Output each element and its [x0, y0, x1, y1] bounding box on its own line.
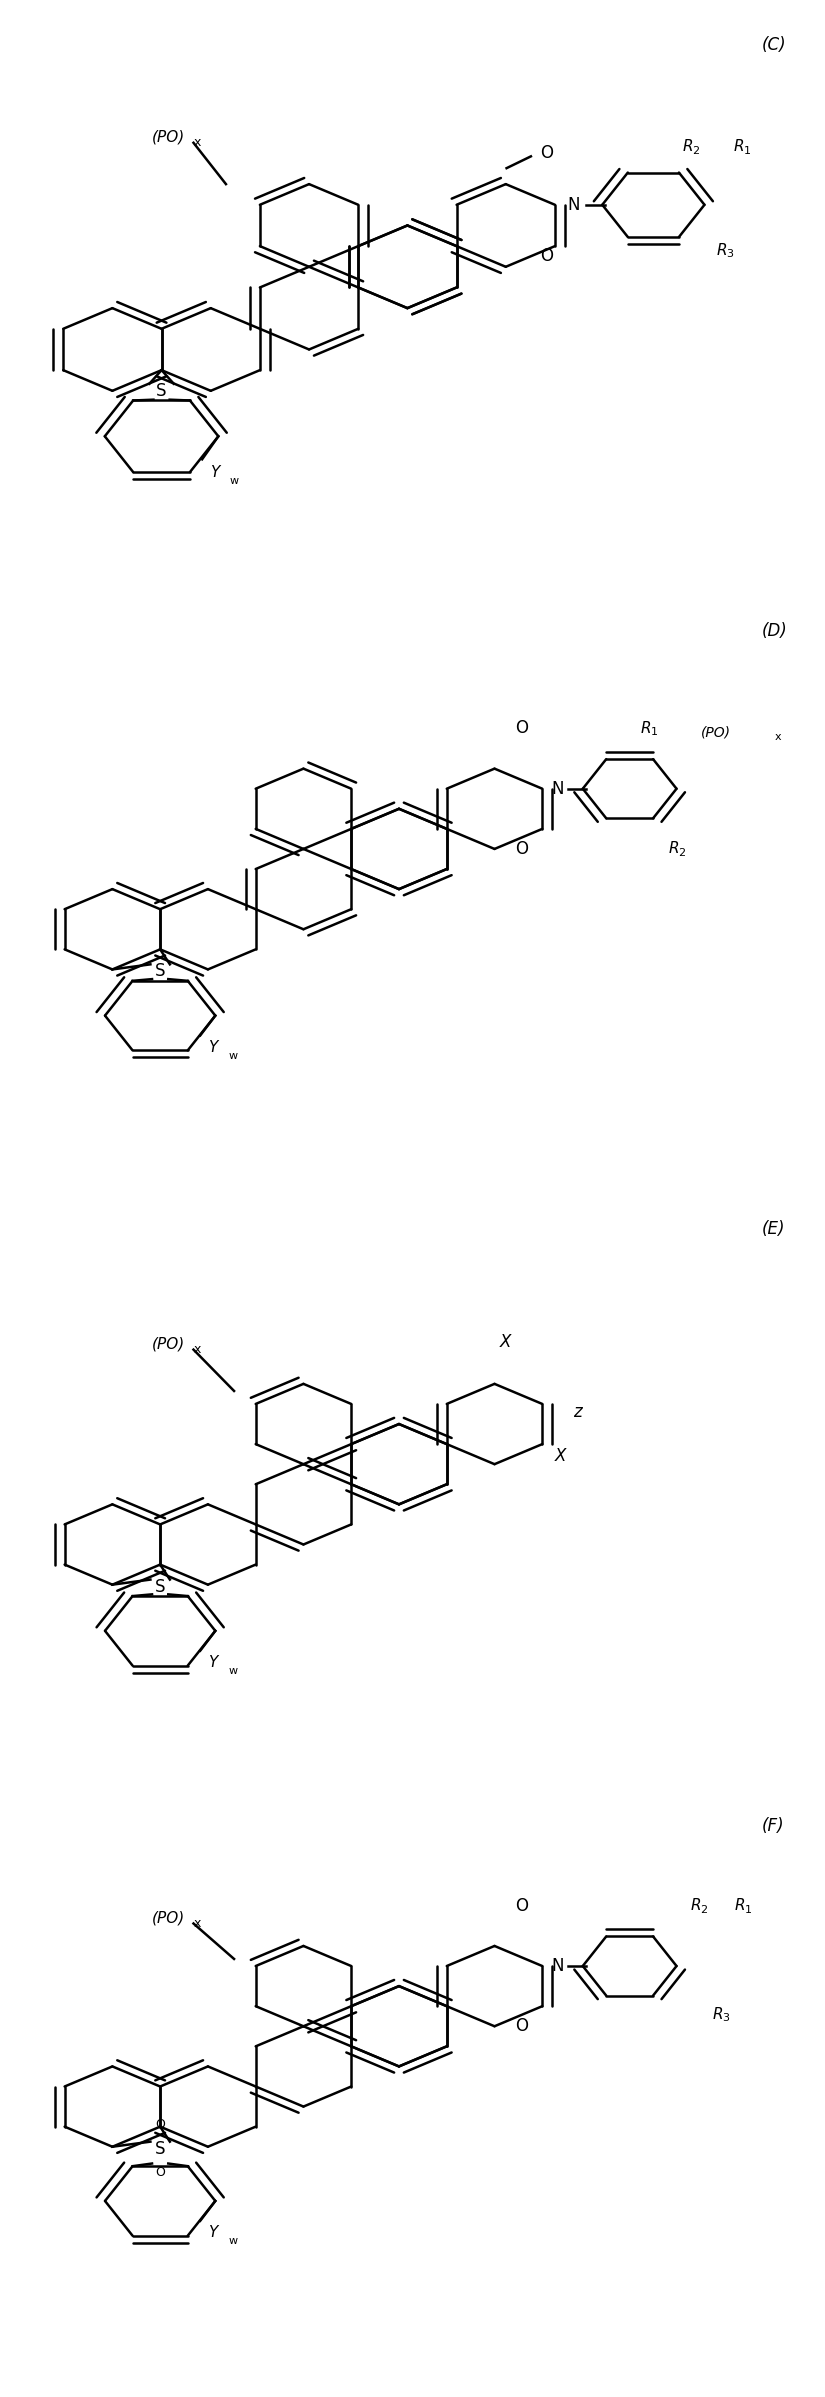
- Text: (PO): (PO): [152, 129, 186, 144]
- Text: N: N: [552, 779, 564, 798]
- Text: S: S: [155, 1577, 165, 1596]
- Text: O: O: [540, 247, 554, 266]
- Text: Y: Y: [210, 465, 219, 479]
- Text: R: R: [733, 139, 744, 153]
- Text: z: z: [573, 1402, 582, 1421]
- Text: O: O: [155, 2119, 165, 2131]
- Text: x: x: [194, 137, 200, 149]
- Text: x: x: [194, 1918, 200, 1930]
- Text: x: x: [775, 731, 781, 741]
- Text: O: O: [540, 144, 554, 163]
- Text: (C): (C): [761, 36, 786, 55]
- Text: (E): (E): [761, 1220, 785, 1237]
- Text: O: O: [516, 839, 529, 858]
- Text: 2: 2: [692, 146, 700, 156]
- Text: 1: 1: [743, 146, 751, 156]
- Text: N: N: [552, 1956, 564, 1975]
- Text: R: R: [641, 721, 652, 736]
- Text: 2: 2: [700, 1906, 708, 1915]
- Text: x: x: [194, 1342, 200, 1357]
- Text: Y: Y: [208, 1040, 217, 1055]
- Text: 3: 3: [723, 2013, 729, 2023]
- Text: (D): (D): [761, 623, 787, 640]
- Text: 1: 1: [651, 729, 658, 738]
- Text: R: R: [682, 139, 693, 153]
- Text: X: X: [500, 1333, 512, 1352]
- Text: O: O: [516, 2018, 529, 2035]
- Text: (PO): (PO): [701, 726, 731, 741]
- Text: X: X: [555, 1448, 567, 1465]
- Text: R: R: [691, 1898, 701, 1913]
- Text: O: O: [516, 719, 529, 738]
- Text: (PO): (PO): [152, 1910, 186, 1925]
- Text: S: S: [155, 2141, 165, 2157]
- Text: Y: Y: [208, 2224, 217, 2241]
- Text: O: O: [516, 1896, 529, 1915]
- Text: N: N: [568, 197, 580, 213]
- Text: Y: Y: [208, 1654, 217, 1671]
- Text: 1: 1: [745, 1906, 752, 1915]
- Text: 3: 3: [727, 249, 733, 259]
- Text: w: w: [228, 1052, 238, 1062]
- Text: R: R: [734, 1898, 745, 1913]
- Text: R: R: [713, 2006, 724, 2021]
- Text: (F): (F): [761, 1817, 784, 1836]
- Text: O: O: [155, 2167, 165, 2179]
- Text: R: R: [716, 242, 727, 259]
- Text: S: S: [155, 964, 165, 980]
- Text: 2: 2: [678, 849, 686, 858]
- Text: w: w: [228, 2236, 238, 2246]
- Text: R: R: [668, 841, 679, 856]
- Text: w: w: [228, 1666, 238, 1676]
- Text: w: w: [230, 477, 239, 487]
- Text: (PO): (PO): [152, 1335, 186, 1352]
- Text: S: S: [156, 381, 167, 400]
